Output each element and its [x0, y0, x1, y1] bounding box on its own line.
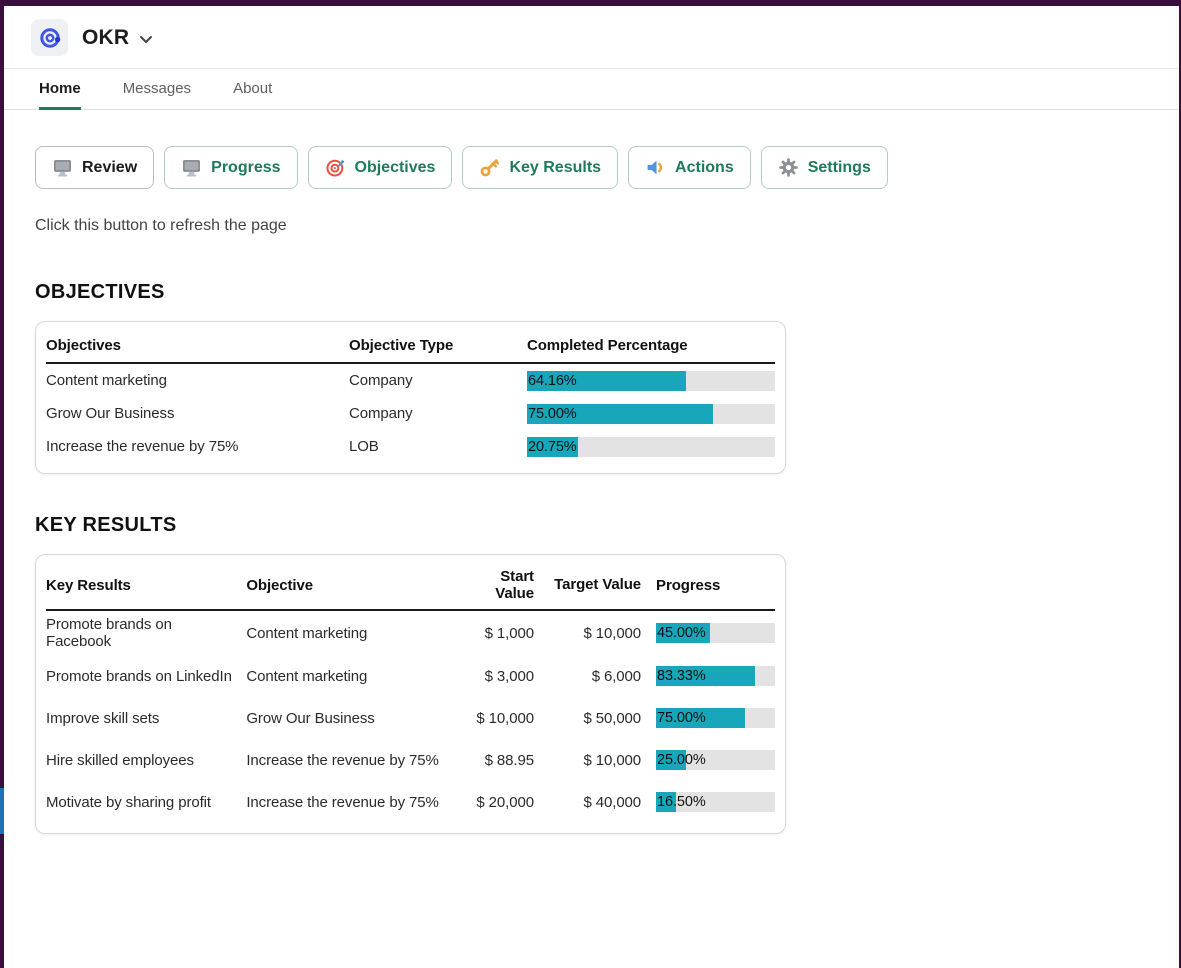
key-result-objective: Grow Our Business	[246, 709, 375, 727]
progress-bar: 75.00%	[656, 708, 776, 728]
key-result-name: Improve skill sets	[46, 709, 160, 727]
objective-name: Increase the revenue by 75%	[46, 438, 239, 455]
key-result-objective: Content marketing	[246, 624, 368, 642]
objectives-table-header: Objectives Objective Type Completed Perc…	[46, 328, 775, 364]
target-value: $ 10,000	[583, 624, 642, 642]
key-results-button[interactable]: Key Results	[462, 146, 619, 189]
progress-bar: 83.33%	[656, 666, 776, 686]
column-header-completed-percentage: Completed Percentage	[527, 336, 688, 354]
progress-bar: 45.00%	[656, 623, 776, 643]
objective-name: Grow Our Business	[46, 405, 175, 422]
objectives-section-heading: OBJECTIVES	[35, 281, 165, 303]
progress-bar: 25.00%	[656, 750, 776, 770]
table-row: Motivate by sharing profit Increase the …	[46, 781, 776, 823]
progress-bar: 20.75%	[527, 436, 775, 457]
start-value: $ 1,000	[484, 624, 534, 642]
progress-button-label: Progress	[211, 158, 281, 176]
table-row: Hire skilled employees Increase the reve…	[46, 739, 776, 781]
progress-bar: 75.00%	[527, 403, 775, 424]
objectives-button[interactable]: Objectives	[307, 146, 453, 189]
key-icon	[481, 159, 500, 177]
table-row: Promote brands on Facebook Content marke…	[46, 611, 776, 655]
actions-button-label: Actions	[675, 158, 734, 176]
refresh-hint-text: Click this button to refresh the page	[35, 217, 287, 234]
column-header-objective: Objective	[246, 576, 313, 594]
tab-home[interactable]: Home	[39, 69, 81, 110]
objective-type: Company	[349, 405, 413, 422]
column-header-objective-type: Objective Type	[349, 336, 454, 354]
progress-value: 25.00%	[657, 752, 706, 768]
tab-messages[interactable]: Messages	[122, 79, 192, 97]
objective-type: LOB	[349, 438, 379, 455]
table-row: Increase the revenue by 75% LOB 20.75%	[46, 430, 775, 463]
key-result-name: Motivate by sharing profit	[46, 793, 211, 811]
table-row: Improve skill sets Grow Our Business $ 1…	[46, 697, 776, 739]
table-row: Content marketing Company 64.16%	[46, 364, 775, 397]
start-value: $ 20,000	[476, 793, 534, 811]
objective-name: Content marketing	[46, 372, 167, 389]
column-header-progress: Progress	[656, 576, 721, 594]
start-value: $ 10,000	[476, 709, 534, 727]
key-result-name: Promote brands on Facebook	[46, 616, 172, 650]
objectives-table: Objectives Objective Type Completed Perc…	[35, 321, 786, 474]
review-button-label: Review	[82, 158, 138, 176]
column-header-start-value: Start Value	[495, 567, 534, 602]
table-row: Grow Our Business Company 75.00%	[46, 397, 775, 430]
progress-bar: 64.16%	[527, 370, 775, 391]
target-value: $ 10,000	[583, 751, 642, 769]
progress-value: 75.00%	[657, 710, 706, 726]
objective-type: Company	[349, 372, 413, 389]
column-header-key-results: Key Results	[46, 576, 131, 594]
app-header: OKR	[4, 6, 1179, 69]
key-result-objective: Increase the revenue by 75%	[246, 793, 439, 811]
settings-button[interactable]: Settings	[760, 146, 888, 189]
progress-button[interactable]: Progress	[164, 146, 298, 189]
target-icon	[325, 159, 345, 177]
monitor-icon	[54, 160, 71, 177]
table-row: Promote brands on LinkedIn Content marke…	[46, 655, 776, 697]
key-result-name: Hire skilled employees	[46, 751, 194, 769]
key-result-name: Promote brands on LinkedIn	[46, 667, 232, 685]
key-results-section-heading: KEY RESULTS	[35, 514, 177, 536]
target-value: $ 6,000	[591, 667, 642, 685]
progress-value: 64.16%	[528, 372, 577, 389]
objectives-button-label: Objectives	[354, 158, 436, 176]
progress-value: 83.33%	[657, 668, 706, 684]
progress-bar: 16.50%	[656, 792, 776, 812]
start-value: $ 88.95	[484, 751, 534, 769]
settings-button-label: Settings	[807, 158, 871, 176]
key-result-objective: Increase the revenue by 75%	[246, 751, 439, 769]
chevron-down-icon[interactable]	[139, 35, 153, 44]
progress-value: 20.75%	[528, 438, 577, 455]
column-header-target-value: Target Value	[554, 576, 642, 594]
key-results-button-label: Key Results	[509, 158, 602, 176]
start-value: $ 3,000	[484, 667, 534, 685]
toolbar: Review Progress Objectives Key Results A…	[35, 146, 1179, 189]
tab-about[interactable]: About	[233, 79, 273, 97]
column-header-objectives: Objectives	[46, 336, 121, 354]
home-tab-content: Review Progress Objectives Key Results A…	[4, 146, 1179, 834]
gear-icon	[778, 158, 798, 177]
progress-value: 16.50%	[657, 794, 706, 810]
monitor-icon	[183, 160, 201, 177]
scrollbar-thumb[interactable]	[0, 788, 4, 834]
page-title: OKR	[82, 25, 130, 49]
tab-bar: Home Messages About	[4, 69, 1179, 110]
key-results-table: Key Results Objective Start Value Target…	[35, 554, 786, 834]
actions-button[interactable]: Actions	[628, 146, 751, 189]
key-results-table-header: Key Results Objective Start Value Target…	[46, 561, 775, 611]
progress-value: 45.00%	[657, 625, 706, 641]
progress-value: 75.00%	[528, 405, 577, 422]
key-result-objective: Content marketing	[246, 667, 368, 685]
target-value: $ 40,000	[583, 793, 642, 811]
review-button[interactable]: Review	[35, 146, 155, 189]
speaker-icon	[647, 160, 663, 175]
okr-app-logo-icon	[31, 19, 68, 56]
target-value: $ 50,000	[583, 709, 642, 727]
